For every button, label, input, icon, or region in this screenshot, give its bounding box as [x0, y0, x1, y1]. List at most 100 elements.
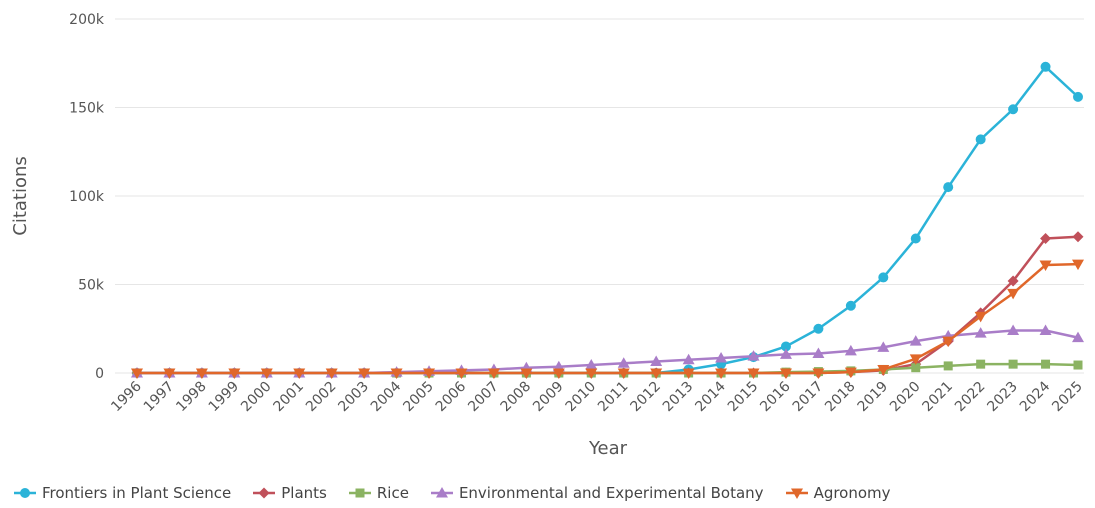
data-point	[844, 367, 857, 379]
x-tick-label: 2011	[595, 379, 632, 416]
data-point	[131, 368, 143, 379]
x-tick-label: 2018	[822, 379, 859, 416]
y-tick-label: 50k	[78, 278, 105, 294]
legend-marker	[258, 487, 270, 499]
y-axis-title: Citations	[10, 156, 31, 236]
y-tick-label: 150k	[69, 101, 105, 117]
legend-label: Rice	[376, 484, 409, 502]
x-tick-label: 2015	[725, 379, 762, 416]
data-point	[975, 134, 986, 145]
data-point	[780, 341, 791, 352]
legend-item[interactable]: Frontiers in Plant Science	[14, 484, 231, 502]
x-tick-label: 2023	[984, 379, 1021, 416]
x-tick-label: 2024	[1017, 378, 1054, 415]
x-tick-label: 2000	[238, 379, 275, 416]
y-tick-label: 0	[95, 366, 104, 382]
legend-label: Environmental and Experimental Botany	[458, 484, 764, 502]
diamond-marker-icon	[253, 487, 276, 499]
series-1	[131, 231, 1084, 379]
x-tick-label: 2009	[530, 379, 567, 416]
legend-item[interactable]: Environmental and Experimental Botany	[430, 484, 764, 502]
x-tick-label: 1998	[173, 379, 210, 416]
x-tick-label: 1999	[206, 379, 243, 416]
data-point	[1007, 324, 1020, 336]
legend-label: Plants	[281, 484, 327, 502]
data-point	[877, 341, 890, 352]
x-tick-label: 2008	[498, 379, 535, 416]
data-point	[520, 368, 533, 379]
legend-item[interactable]: Rice	[348, 484, 409, 502]
series-line	[137, 362, 1079, 375]
series-line	[137, 235, 1079, 375]
data-point	[909, 335, 922, 346]
data-point	[747, 350, 760, 361]
x-tick-label: 2014	[692, 378, 729, 415]
legend-marker	[20, 488, 30, 498]
data-point	[813, 323, 824, 334]
x-tick-label: 2003	[335, 379, 372, 416]
data-point	[1040, 232, 1052, 244]
series-3	[131, 324, 1084, 378]
data-point	[1040, 61, 1051, 72]
data-point	[195, 368, 208, 379]
legend-item[interactable]: Plants	[253, 484, 327, 502]
legend-label: Frontiers in Plant Science	[42, 484, 232, 502]
data-point	[909, 354, 922, 365]
data-point	[747, 368, 760, 379]
x-tick-label: 1996	[108, 378, 145, 415]
data-point	[1008, 104, 1019, 115]
data-point	[779, 348, 792, 359]
data-point	[228, 368, 241, 379]
x-axis-title: Year	[588, 438, 628, 459]
x-tick-label: 2006	[433, 378, 470, 415]
data-point	[1072, 259, 1084, 271]
data-point	[976, 359, 986, 369]
data-point	[715, 351, 728, 363]
legend-marker	[790, 488, 803, 499]
data-point	[943, 361, 953, 371]
data-point	[974, 311, 987, 323]
square-marker-icon	[348, 488, 371, 498]
legend: Frontiers in Plant Science Plants Rice Envi…	[14, 484, 913, 502]
y-tick-label: 100k	[69, 189, 105, 205]
x-tick-label: 2022	[952, 379, 989, 416]
data-point	[552, 368, 565, 379]
data-point	[1039, 260, 1052, 272]
legend-marker	[435, 487, 448, 498]
data-point	[260, 368, 273, 379]
data-point	[1007, 275, 1019, 287]
data-point	[650, 355, 663, 366]
data-point	[878, 272, 889, 283]
x-tick-label: 2001	[271, 379, 308, 416]
legend-item[interactable]: Agronomy	[785, 484, 891, 502]
data-point	[423, 368, 436, 379]
y-axis-ticks: 0 50k 100k 150k 200k	[69, 12, 105, 382]
data-point	[163, 368, 176, 379]
data-point	[1072, 331, 1084, 343]
x-tick-label: 2004	[368, 378, 405, 415]
data-point	[617, 357, 630, 368]
circle-marker-icon	[14, 488, 36, 498]
x-tick-label: 2007	[465, 379, 502, 416]
data-point	[682, 368, 695, 379]
data-point	[325, 368, 338, 379]
y-tick-label: 200k	[69, 12, 105, 28]
data-point	[650, 368, 663, 379]
data-point	[487, 368, 500, 379]
x-tick-label: 2010	[563, 379, 600, 416]
series-line	[137, 65, 1079, 375]
series-layer	[131, 61, 1084, 379]
x-tick-label: 2013	[660, 379, 697, 416]
data-point	[293, 368, 306, 379]
x-tick-label: 1997	[141, 379, 178, 416]
data-point	[455, 368, 468, 379]
data-point	[1008, 359, 1018, 369]
data-point	[1073, 91, 1083, 102]
series-line	[137, 262, 1079, 375]
data-point	[390, 368, 403, 379]
data-point	[1039, 324, 1052, 336]
data-point	[877, 364, 890, 376]
x-tick-label: 2012	[627, 379, 664, 416]
x-tick-label: 2017	[790, 379, 827, 416]
